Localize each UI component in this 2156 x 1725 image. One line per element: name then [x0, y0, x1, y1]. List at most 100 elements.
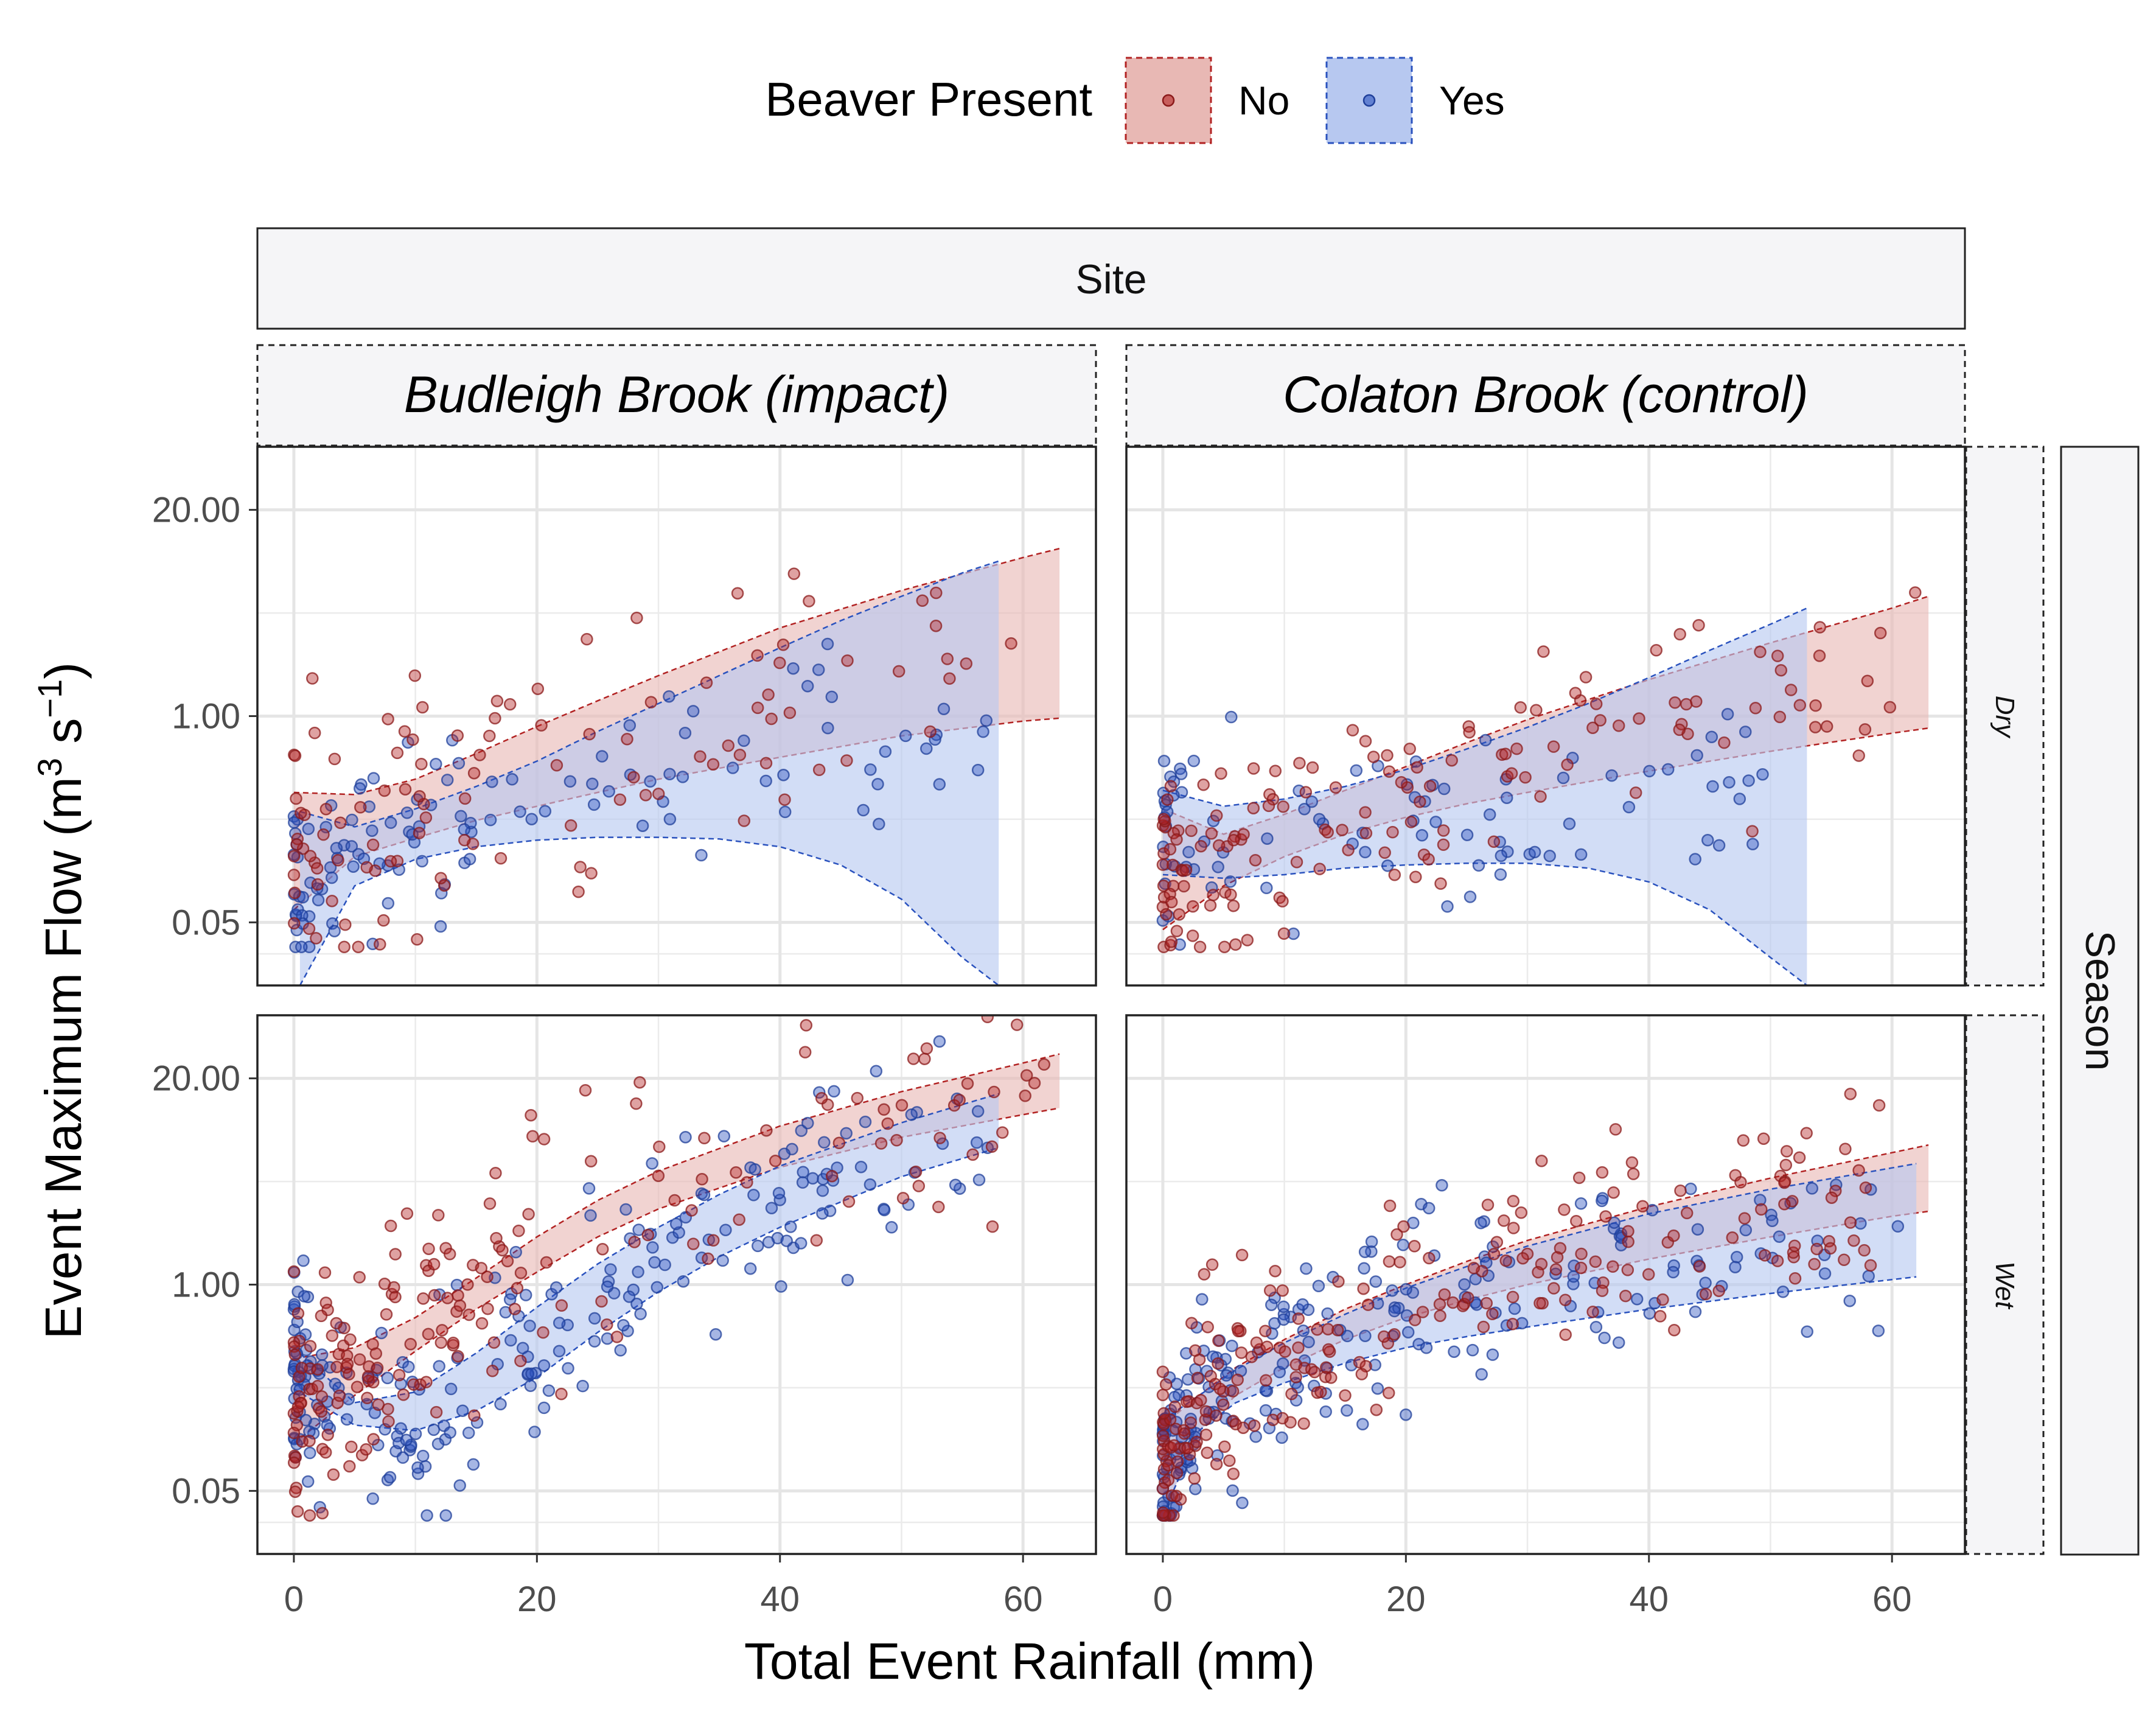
- point-no: [1433, 1298, 1446, 1310]
- point-yes: [1359, 1329, 1372, 1342]
- point-no: [1864, 1259, 1877, 1272]
- point-yes: [1643, 765, 1656, 778]
- point-no: [1434, 1309, 1446, 1322]
- point-no: [668, 1194, 681, 1207]
- point-no: [1293, 757, 1306, 769]
- point-yes: [366, 824, 379, 837]
- point-yes: [1437, 782, 1451, 796]
- point-yes: [1721, 708, 1734, 721]
- point-no: [1575, 1247, 1588, 1261]
- point-yes: [977, 725, 989, 738]
- point-no: [687, 1237, 700, 1250]
- point-yes: [456, 1404, 469, 1417]
- point-no: [1445, 754, 1458, 767]
- point-yes: [509, 1245, 522, 1259]
- point-yes: [759, 774, 772, 788]
- point-yes: [291, 1285, 304, 1298]
- point-no: [596, 1242, 609, 1256]
- point-no: [408, 669, 422, 682]
- y-tick-label: 1.00: [172, 697, 240, 737]
- point-yes: [512, 1309, 525, 1323]
- point-no: [391, 746, 404, 760]
- y-tick-labels: 0.05 1.00 20.00 0.05 1.00 20.00: [152, 491, 240, 1511]
- point-no: [382, 1415, 395, 1428]
- point-no: [1378, 846, 1391, 859]
- point-no: [759, 757, 773, 770]
- point-no: [932, 1200, 945, 1214]
- point-yes: [523, 1320, 536, 1332]
- point-yes: [444, 1382, 458, 1396]
- point-no: [1019, 1090, 1031, 1102]
- point-no: [1547, 1282, 1560, 1295]
- point-yes: [1701, 834, 1714, 847]
- point-no: [912, 1180, 926, 1192]
- point-no: [1156, 1365, 1170, 1378]
- point-no: [1607, 1260, 1619, 1273]
- point-no: [1813, 649, 1826, 662]
- point-no: [700, 676, 713, 689]
- point-yes: [1420, 1342, 1433, 1354]
- point-no: [1434, 877, 1447, 890]
- point-no: [800, 1019, 813, 1032]
- point-yes: [328, 925, 341, 937]
- point-no: [508, 1303, 522, 1315]
- point-yes: [632, 1265, 644, 1278]
- point-no: [311, 1379, 324, 1393]
- point-no: [1359, 806, 1372, 819]
- point-no: [698, 1132, 711, 1145]
- point-yes: [828, 1085, 840, 1098]
- point-no: [953, 1094, 966, 1107]
- point-no: [1188, 1472, 1201, 1485]
- point-no: [1559, 1293, 1572, 1306]
- point-no: [351, 1380, 364, 1393]
- point-no: [1263, 1284, 1277, 1297]
- point-yes: [1260, 881, 1273, 895]
- point-yes: [841, 1273, 854, 1287]
- legend-point-yes: [1362, 94, 1376, 107]
- point-yes: [288, 816, 301, 829]
- point-no: [895, 1099, 909, 1112]
- point-no: [1507, 1195, 1520, 1208]
- point-yes: [1341, 1404, 1353, 1417]
- point-no: [1361, 1298, 1375, 1311]
- point-no: [339, 918, 352, 931]
- point-no: [304, 850, 317, 862]
- point-no: [1285, 1387, 1298, 1401]
- point-yes: [1236, 1496, 1249, 1510]
- column-strip-budleigh-label: Budleigh Brook (impact): [404, 366, 949, 423]
- point-yes: [416, 1449, 430, 1463]
- point-no: [1187, 900, 1199, 913]
- point-no: [1872, 1099, 1886, 1112]
- point-no: [475, 1317, 489, 1330]
- point-no: [1847, 1234, 1860, 1247]
- point-no: [1289, 1371, 1302, 1384]
- point-yes: [702, 1233, 716, 1246]
- point-yes: [1612, 1336, 1625, 1349]
- point-no: [304, 1340, 317, 1352]
- point-no: [1883, 701, 1897, 714]
- point-no: [1165, 895, 1178, 909]
- point-no: [1314, 1385, 1327, 1399]
- point-no: [345, 1440, 358, 1454]
- panel-border: [1125, 446, 1966, 987]
- point-yes: [354, 782, 366, 795]
- point-yes: [709, 1328, 722, 1341]
- point-yes: [588, 1335, 601, 1348]
- point-yes: [1358, 1245, 1372, 1258]
- point-no: [630, 611, 643, 625]
- point-yes: [1458, 1278, 1471, 1291]
- point-no: [751, 649, 764, 662]
- point-no: [1506, 1290, 1519, 1304]
- ribbon-lower-yes: [299, 836, 999, 985]
- point-no: [1218, 1440, 1231, 1454]
- point-no: [366, 838, 380, 852]
- legend-item-no: No: [1125, 57, 1289, 144]
- point-no: [413, 789, 426, 803]
- point-no: [321, 1428, 334, 1441]
- point-no: [374, 938, 386, 951]
- point-no: [1589, 1255, 1602, 1268]
- point-no: [384, 855, 397, 868]
- point-yes: [627, 1283, 640, 1296]
- point-no: [1245, 1351, 1258, 1363]
- x-tick-label: 40: [761, 1580, 800, 1619]
